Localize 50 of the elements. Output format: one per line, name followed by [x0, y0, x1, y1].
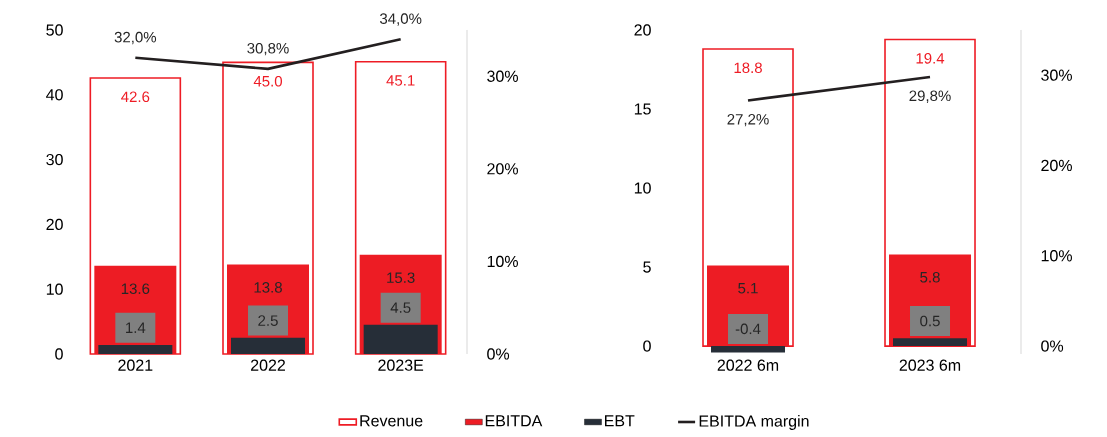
data-label: 1.4	[126, 322, 146, 333]
data-label: 2.5	[258, 315, 278, 326]
data-label: 5.1	[738, 283, 758, 294]
data-label: 19.4	[916, 53, 945, 64]
y2-tick-label: 0%	[1041, 340, 1064, 352]
data-label: 30,8%	[247, 42, 289, 56]
data-label: 0.5	[920, 315, 940, 327]
y2-tick-label: 10%	[1041, 250, 1072, 262]
y-tick-label: 20	[634, 24, 651, 36]
y2-tick-label: 20%	[487, 163, 518, 175]
x-tick-label: 2022 6m	[717, 359, 779, 371]
legend-label: EBT	[605, 415, 635, 427]
y2-tick-label: 20%	[1041, 159, 1072, 172]
y-tick-label: 0	[55, 348, 63, 360]
data-label: 18.8	[734, 62, 762, 74]
y2-tick-label: 30%	[1041, 69, 1072, 81]
data-label: 5.8	[920, 271, 940, 283]
data-label: 34,0%	[379, 13, 422, 26]
y-tick-label: 50	[46, 24, 63, 36]
x-tick-label: 2023E	[378, 359, 424, 371]
x-tick-label: 2023 6m	[899, 359, 961, 371]
x-tick-label: 2021	[118, 359, 153, 371]
y-tick-label: 20	[46, 218, 63, 231]
data-label: 29,8%	[909, 90, 951, 103]
y-tick-label: 5	[643, 261, 651, 273]
data-label: 45.1	[386, 75, 415, 86]
data-label: 13.6	[121, 283, 150, 295]
y-tick-label: 10	[46, 283, 63, 295]
y-tick-label: 40	[46, 89, 63, 101]
legend-label: Revenue	[360, 415, 423, 427]
legend-label: EBITDA margin	[699, 415, 809, 430]
x-tick-label: 2022	[251, 359, 285, 371]
bar	[893, 338, 968, 347]
data-label: 4.5	[390, 302, 411, 313]
y-tick-label: 10	[634, 182, 651, 194]
data-label: 13.8	[254, 282, 282, 293]
y-tick-label: 30	[46, 153, 63, 166]
data-label: -0.4	[735, 323, 761, 335]
y2-tick-label: 30%	[487, 70, 518, 82]
data-label: 15.3	[387, 272, 415, 283]
data-label: 27,2%	[727, 113, 769, 127]
legend-label: EBITDA	[485, 415, 543, 427]
data-label: 32,0%	[114, 31, 157, 45]
y2-tick-label: 10%	[487, 255, 518, 268]
data-label: 45.0	[253, 75, 283, 87]
data-label: 42.6	[121, 91, 150, 103]
y-tick-label: 0	[643, 340, 651, 352]
bar	[711, 346, 786, 353]
y-tick-label: 15	[634, 103, 651, 115]
y2-tick-label: 0%	[487, 348, 510, 360]
